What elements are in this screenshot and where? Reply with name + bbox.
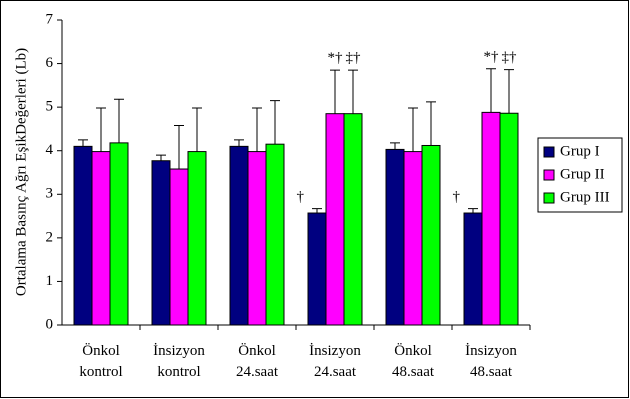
bar [343,113,363,326]
bar [91,151,111,326]
x-tick-label-line: 48.saat [470,364,513,380]
legend-swatch [543,192,555,204]
error-bar [174,124,184,170]
annotation: ‡† [502,50,518,66]
error-bar [96,107,106,152]
error-bar [234,139,244,147]
y-tick-label: 5 [46,99,54,115]
error-bar [390,142,400,150]
x-tick-label: İnsizyon 48.saat [465,343,517,380]
error-bar [486,68,496,113]
error-bar [156,154,166,161]
bar [463,212,483,326]
bar [403,151,423,326]
y-tick-label: 6 [46,55,54,71]
annotation: *† [328,50,344,66]
error-bar [252,107,262,152]
error-bar [468,208,478,214]
bar [187,151,207,326]
bar [151,160,171,326]
annotation: *† [484,49,500,65]
bar [169,168,189,326]
bar [247,151,267,326]
y-tick-label: 2 [46,229,54,245]
error-bar [114,98,124,143]
x-tick-label-line: İnsizyon [465,343,517,359]
y-tick-label: 4 [46,142,54,158]
error-bar [408,107,418,152]
error-bar [78,139,88,147]
x-tick-label-line: kontrol [79,364,122,380]
y-tick-label: 0 [46,316,54,332]
legend-label: Grup I [560,143,600,159]
error-bar [192,107,202,152]
error-bar [504,69,514,114]
x-tick-label-line: 48.saat [392,364,435,380]
x-tick-label: Önkol kontrol [79,342,122,380]
bar [229,145,249,326]
annotation: † [453,189,461,205]
x-tick-label-line: İnsizyon [309,343,361,359]
bar [307,212,327,326]
x-tick-label-line: kontrol [157,364,200,380]
legend-label: Grup II [560,166,605,182]
x-tick-label-line: Önkol [82,342,120,359]
legend-label: Grup III [560,189,610,205]
x-tick-label: Önkol 24.saat [236,342,279,380]
x-tick-label-line: 24.saat [236,364,279,380]
bar [265,143,285,326]
annotation: † [297,189,305,205]
x-tick-label-line: Önkol [394,342,432,359]
error-bar [426,101,436,146]
bar [481,111,501,326]
y-axis-label: Ortalama Basınç Ağrı EşikDeğerleri (Lb) [13,48,29,296]
bar [421,144,441,326]
x-tick-label-line: 24.saat [314,364,357,380]
legend-swatch [543,146,555,158]
bar [73,145,93,326]
x-tick-label: İnsizyon 24.saat [309,343,361,380]
y-tick-label: 3 [46,186,54,202]
y-tick-label: 7 [46,11,54,27]
bar [325,113,345,326]
x-tick-label: Önkol 48.saat [392,342,435,380]
y-tick-label: 1 [46,273,54,289]
error-bar [312,208,322,214]
x-tick-label-line: İnsizyon [153,343,205,359]
error-bar [270,100,280,145]
legend-swatch [543,169,555,181]
x-tick-label-line: Önkol [238,342,276,359]
error-bar [348,69,358,114]
error-bar [330,69,340,114]
bar [499,112,519,326]
bar [385,148,405,326]
bar [109,142,129,326]
annotation: ‡† [346,50,362,66]
x-tick-label: İnsizyon kontrol [153,343,205,380]
